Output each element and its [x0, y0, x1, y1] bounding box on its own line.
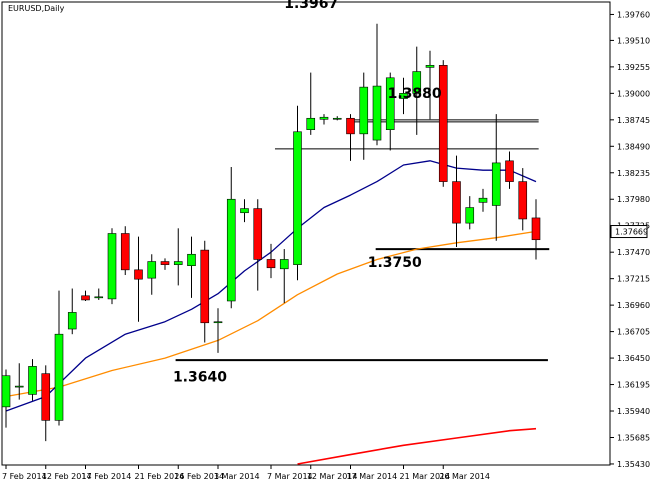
candle-body [518, 181, 528, 220]
y-tick-label: 1.37215 [617, 275, 650, 284]
candle-body [452, 181, 461, 224]
candle-body [147, 261, 157, 279]
level-annotation: 1.3750 [368, 255, 422, 271]
candle-body [266, 259, 276, 269]
y-tick-label: 1.36450 [617, 354, 650, 363]
candle-body [531, 217, 541, 241]
x-tick-label: 21 Mar 2014 [400, 472, 451, 481]
support-resistance-lines [175, 119, 550, 362]
candle-body [279, 259, 289, 270]
candle-body [94, 296, 104, 299]
candle-body [346, 117, 355, 135]
ma-long-line [297, 427, 537, 465]
candle-body [478, 197, 488, 203]
x-tick-label: 7 Mar 2014 [267, 472, 313, 481]
y-tick-label: 1.35685 [617, 433, 650, 442]
x-tick-label: 12 Mar 2014 [307, 472, 358, 481]
level-annotations: 1.3967 1.3880 1.3750 1.3640 [173, 0, 442, 385]
candlesticks [1, 23, 541, 442]
y-tick-label: 1.39000 [617, 89, 650, 98]
level-annotation: 1.3640 [173, 369, 227, 385]
y-tick-label: 1.39510 [617, 36, 650, 45]
y-tick-label: 1.39760 [617, 10, 650, 19]
candle-body [293, 131, 302, 265]
x-tick-label: 12 Feb 2014 [42, 472, 92, 481]
x-tick-label: 7 Feb 2014 [2, 472, 47, 481]
y-tick-label: 1.35940 [617, 407, 650, 416]
candle-body [385, 77, 395, 130]
candle-body [28, 366, 37, 395]
candle-body [160, 261, 170, 265]
y-tick-label: 1.36195 [617, 381, 650, 390]
candle-body [465, 207, 475, 224]
candle-body [54, 333, 64, 421]
candle-body [306, 117, 316, 130]
x-tick-label: 17 Feb 2014 [82, 472, 132, 481]
candle-body [173, 261, 183, 265]
candle-body [107, 233, 117, 300]
candle-body [438, 65, 448, 182]
y-tick-label: 1.39255 [617, 63, 650, 72]
candle-body [1, 375, 11, 408]
current-price-marker: 1.37669 [610, 225, 648, 239]
level-annotation: 1.3967 [284, 0, 338, 12]
y-tick-label: 1.38745 [617, 116, 650, 125]
y-tick-label: 1.38490 [617, 142, 650, 151]
x-tick-label: 26 Mar 2014 [439, 472, 490, 481]
current-price-box [610, 225, 648, 239]
candle-body [134, 269, 143, 280]
candle-body [41, 373, 51, 421]
candle-body [14, 385, 24, 388]
x-tick-label: 3 Mar 2014 [214, 472, 260, 481]
y-tick-label: 1.38235 [617, 169, 650, 178]
candle-body [491, 162, 501, 206]
x-tick-label: 26 Feb 2014 [174, 472, 224, 481]
candle-body [412, 71, 422, 94]
current-price-label: 1.37669 [615, 228, 648, 237]
candle-body [213, 321, 223, 324]
candle-body [399, 93, 408, 99]
candle-body [319, 116, 329, 120]
plot-frame [1, 1, 611, 466]
candle-body [332, 117, 342, 120]
candle-body [67, 312, 77, 330]
candle-body [226, 198, 236, 302]
y-tick-label: 1.37980 [617, 195, 650, 204]
price-axis: 1.39760 1.39510 1.39255 1.39000 1.38745 1.384… [610, 10, 650, 469]
candle-body [253, 208, 263, 260]
candle-body [505, 160, 514, 182]
candle-body [81, 295, 90, 301]
candle-body [240, 208, 249, 214]
x-tick-label: 17 Mar 2014 [347, 472, 398, 481]
candle-body [187, 253, 196, 266]
candle-body [200, 249, 210, 324]
y-tick-label: 1.35430 [617, 460, 650, 469]
y-tick-label: 1.36705 [617, 328, 650, 337]
candle-body [359, 86, 369, 135]
candle-body [372, 85, 382, 141]
y-tick-label: 1.37470 [617, 248, 650, 257]
chart-title: EURUSD,Daily [8, 4, 65, 13]
x-tick-label: 21 Feb 2014 [135, 472, 185, 481]
candle-body [425, 65, 435, 68]
y-tick-label: 1.36960 [617, 301, 650, 310]
candle-body [120, 233, 130, 271]
level-annotation: 1.3880 [388, 86, 442, 102]
